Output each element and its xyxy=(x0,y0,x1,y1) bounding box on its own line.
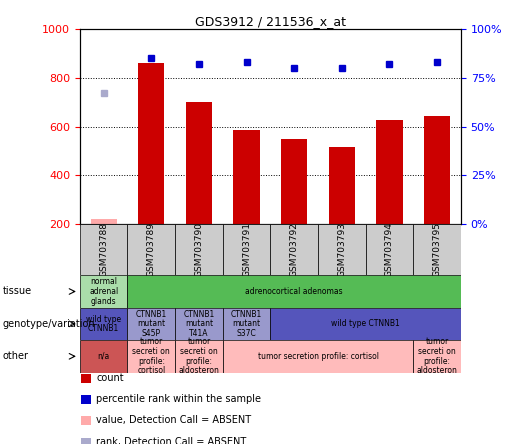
Bar xyxy=(413,224,461,275)
Bar xyxy=(329,147,355,224)
Bar xyxy=(80,275,128,308)
Title: GDS3912 / 211536_x_at: GDS3912 / 211536_x_at xyxy=(195,15,346,28)
Bar xyxy=(175,340,222,373)
Text: wild type CTNNB1: wild type CTNNB1 xyxy=(331,319,400,329)
Text: CTNNB1
mutant
S45P: CTNNB1 mutant S45P xyxy=(135,310,167,338)
Text: tumor
secreti on
profile:
aldosteron: tumor secreti on profile: aldosteron xyxy=(417,337,457,375)
Text: percentile rank within the sample: percentile rank within the sample xyxy=(96,394,261,404)
Bar xyxy=(128,275,461,308)
Bar xyxy=(222,224,270,275)
Text: normal
adrenal
glands: normal adrenal glands xyxy=(89,278,118,305)
Bar xyxy=(318,224,366,275)
Text: tumor
secreti on
profile:
aldosteron: tumor secreti on profile: aldosteron xyxy=(179,337,219,375)
Text: GSM703788: GSM703788 xyxy=(99,222,108,277)
Text: adrenocortical adenomas: adrenocortical adenomas xyxy=(245,287,343,296)
Bar xyxy=(80,308,128,340)
Text: GSM703789: GSM703789 xyxy=(147,222,156,277)
Bar xyxy=(81,373,92,382)
Bar xyxy=(186,102,212,224)
Bar xyxy=(413,340,461,373)
Bar xyxy=(175,224,222,275)
Text: tumor secretion profile: cortisol: tumor secretion profile: cortisol xyxy=(258,352,379,361)
Bar xyxy=(128,308,175,340)
Bar xyxy=(128,224,175,275)
Bar xyxy=(175,308,222,340)
Text: count: count xyxy=(96,373,124,383)
Bar xyxy=(366,224,413,275)
Bar xyxy=(424,115,450,224)
Text: tissue: tissue xyxy=(3,286,32,297)
Text: other: other xyxy=(3,351,28,361)
Bar xyxy=(81,395,92,404)
Text: GSM703792: GSM703792 xyxy=(290,222,299,277)
Bar xyxy=(281,139,307,224)
Text: GSM703794: GSM703794 xyxy=(385,222,394,277)
Text: GSM703795: GSM703795 xyxy=(433,222,441,277)
Bar xyxy=(233,130,260,224)
Text: GSM703791: GSM703791 xyxy=(242,222,251,277)
Bar xyxy=(270,224,318,275)
Bar xyxy=(81,416,92,425)
Bar xyxy=(270,308,461,340)
Text: value, Detection Call = ABSENT: value, Detection Call = ABSENT xyxy=(96,416,251,425)
Bar xyxy=(222,340,413,373)
Text: wild type
CTNNB1: wild type CTNNB1 xyxy=(86,314,121,333)
Text: genotype/variation: genotype/variation xyxy=(3,319,95,329)
Bar xyxy=(128,340,175,373)
Bar xyxy=(80,224,128,275)
Text: CTNNB1
mutant
S37C: CTNNB1 mutant S37C xyxy=(231,310,262,338)
Bar xyxy=(91,219,117,224)
Text: n/a: n/a xyxy=(97,352,110,361)
Text: tumor
secreti on
profile:
cortisol: tumor secreti on profile: cortisol xyxy=(132,337,170,375)
Bar xyxy=(138,63,164,224)
Bar xyxy=(81,438,92,444)
Bar xyxy=(80,340,128,373)
Text: CTNNB1
mutant
T41A: CTNNB1 mutant T41A xyxy=(183,310,215,338)
Bar xyxy=(376,120,403,224)
Text: GSM703790: GSM703790 xyxy=(195,222,203,277)
Bar xyxy=(222,308,270,340)
Text: rank, Detection Call = ABSENT: rank, Detection Call = ABSENT xyxy=(96,437,247,444)
Text: GSM703793: GSM703793 xyxy=(337,222,346,277)
